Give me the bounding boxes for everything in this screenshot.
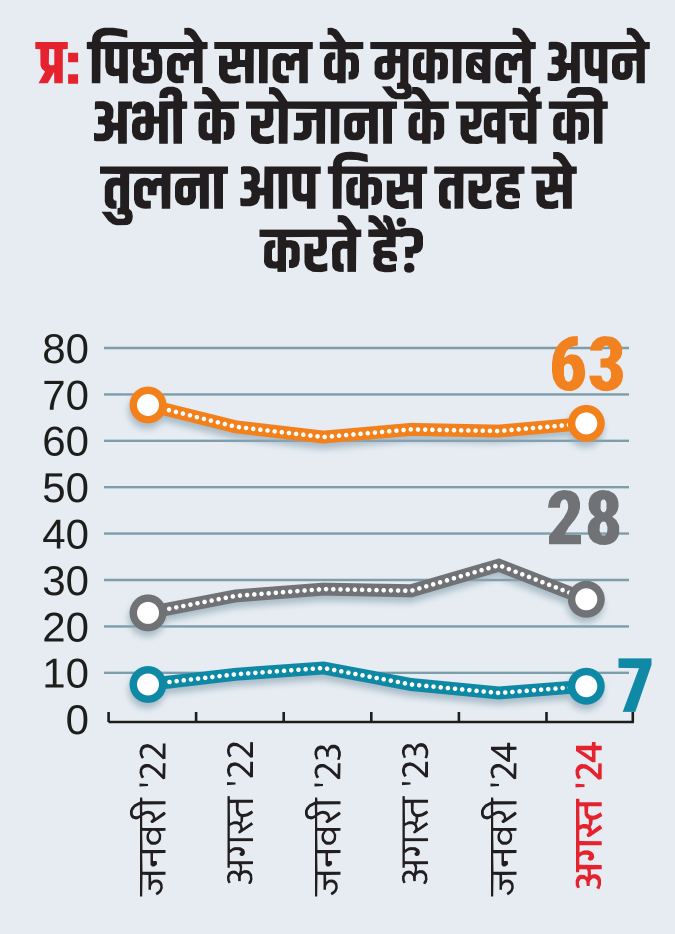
svg-text:70: 70 [42, 371, 89, 418]
svg-text:20: 20 [42, 603, 89, 650]
svg-text:40: 40 [42, 511, 89, 558]
svg-text:60: 60 [42, 418, 89, 465]
svg-text:0: 0 [66, 696, 89, 743]
svg-text:80: 80 [42, 325, 89, 372]
svg-text:50: 50 [42, 464, 89, 511]
svg-text:30: 30 [42, 557, 89, 604]
svg-text:10: 10 [42, 650, 89, 697]
